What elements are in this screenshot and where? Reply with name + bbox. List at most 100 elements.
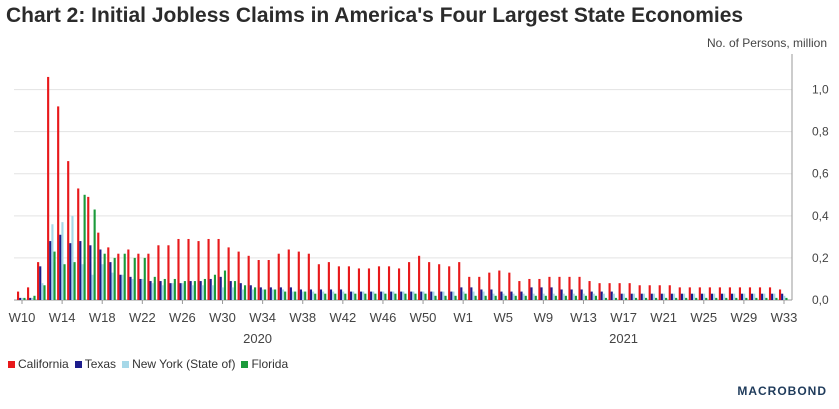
bar-new-york-state-of- xyxy=(773,293,776,300)
bar-new-york-state-of- xyxy=(662,293,666,300)
bar-texas xyxy=(109,262,112,300)
bar-florida xyxy=(394,293,397,300)
bar-new-york-state-of- xyxy=(161,285,164,300)
bar-texas xyxy=(79,241,82,300)
bar-new-york-state-of- xyxy=(171,283,174,300)
bar-california xyxy=(608,283,611,300)
bar-texas xyxy=(339,289,343,300)
bar-california xyxy=(217,238,220,300)
bar-florida xyxy=(33,295,36,300)
bar-florida xyxy=(655,297,658,300)
bar-california xyxy=(37,262,40,300)
bar-florida xyxy=(404,293,407,300)
bar-texas xyxy=(781,293,784,300)
bar-california xyxy=(317,264,320,300)
bar-california xyxy=(638,285,641,300)
bar-florida xyxy=(524,295,527,300)
bar-california xyxy=(197,241,200,300)
bar-california xyxy=(287,249,290,300)
bar-california xyxy=(678,287,681,300)
bar-california xyxy=(257,260,260,300)
bar-texas xyxy=(239,283,242,300)
bar-texas xyxy=(89,245,92,300)
bar-florida xyxy=(604,297,608,300)
bar-texas xyxy=(610,291,613,300)
bar-california xyxy=(738,287,742,300)
bar-texas xyxy=(219,276,222,300)
bar-texas xyxy=(450,291,453,300)
bar-texas xyxy=(349,291,353,300)
bar-california xyxy=(47,76,50,300)
x-tick-label: W30 xyxy=(209,310,236,325)
bar-new-york-state-of- xyxy=(392,291,395,300)
bar-new-york-state-of- xyxy=(753,293,756,300)
bar-texas xyxy=(741,293,744,300)
bar-florida xyxy=(715,297,718,300)
bar-california xyxy=(538,278,541,300)
bar-california xyxy=(708,287,711,300)
bar-florida xyxy=(414,293,417,300)
bar-california xyxy=(728,287,731,300)
bar-texas xyxy=(380,291,383,300)
bar-texas xyxy=(580,289,583,300)
bar-florida xyxy=(304,291,307,300)
bar-california xyxy=(227,247,230,300)
y-tick-label: 0,8 xyxy=(812,125,829,139)
bar-florida xyxy=(624,297,628,300)
bar-new-york-state-of- xyxy=(422,291,425,300)
bar-new-york-state-of- xyxy=(693,293,696,300)
bar-florida xyxy=(755,297,758,300)
bar-florida xyxy=(264,289,267,300)
bar-florida xyxy=(695,297,698,300)
bar-california xyxy=(468,276,471,300)
bar-florida xyxy=(203,278,206,300)
bar-texas xyxy=(19,297,22,300)
bar-florida xyxy=(334,293,337,300)
bar-new-york-state-of- xyxy=(572,293,575,300)
bar-texas xyxy=(299,289,302,300)
bar-texas xyxy=(761,293,764,300)
bar-california xyxy=(488,272,491,300)
bar-texas xyxy=(269,287,272,300)
bar-california xyxy=(327,262,330,300)
bar-texas xyxy=(540,287,543,300)
x-tick-label: W21 xyxy=(650,310,677,325)
bar-california xyxy=(578,276,581,300)
bar-california xyxy=(367,268,371,300)
bar-california xyxy=(568,276,571,300)
bar-texas xyxy=(650,293,653,300)
bar-new-york-state-of- xyxy=(492,293,495,300)
macrobond-logo: MACROBOND xyxy=(737,384,827,398)
legend-swatch-california xyxy=(8,360,15,368)
x-tick-label: W10 xyxy=(9,310,36,325)
bar-new-york-state-of- xyxy=(622,293,625,300)
bar-florida xyxy=(183,281,186,300)
bar-new-york-state-of- xyxy=(191,285,194,300)
bar-florida xyxy=(374,293,377,300)
bar-texas xyxy=(440,291,443,300)
bar-texas xyxy=(600,291,603,300)
bar-new-york-state-of- xyxy=(271,289,275,300)
bar-new-york-state-of- xyxy=(402,291,405,300)
bar-florida xyxy=(665,297,668,300)
x-year-label: 2020 xyxy=(243,331,272,346)
bar-florida xyxy=(725,297,728,300)
bar-new-york-state-of- xyxy=(512,293,515,300)
bar-florida xyxy=(765,297,768,300)
bar-new-york-state-of- xyxy=(592,293,595,300)
bar-new-york-state-of- xyxy=(713,293,716,300)
bar-new-york-state-of- xyxy=(352,291,355,300)
bar-california xyxy=(718,287,721,300)
bar-new-york-state-of- xyxy=(211,285,214,300)
bar-florida xyxy=(745,297,748,300)
bar-texas xyxy=(570,289,573,300)
bar-california xyxy=(618,283,621,300)
bar-florida xyxy=(364,293,367,300)
bar-california xyxy=(147,253,150,300)
x-tick-label: W26 xyxy=(169,310,196,325)
y-axis-unit-label: No. of Persons, million xyxy=(706,36,827,50)
bar-california xyxy=(17,291,20,300)
bar-new-york-state-of- xyxy=(502,293,505,300)
bar-new-york-state-of- xyxy=(733,293,736,300)
bar-new-york-state-of- xyxy=(81,264,84,300)
